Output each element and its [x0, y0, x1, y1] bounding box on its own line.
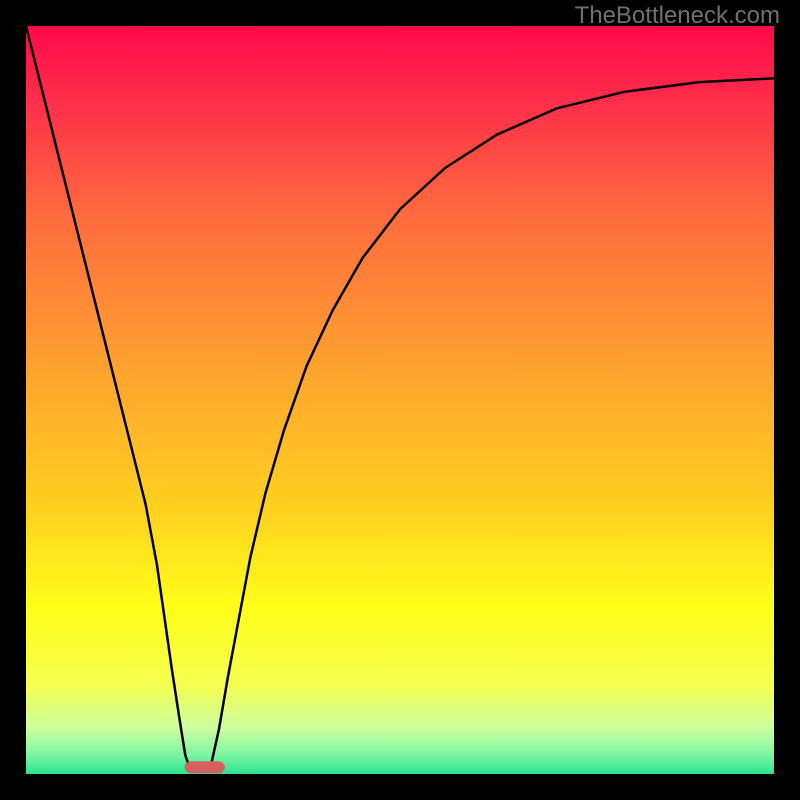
- chart-svg: [26, 26, 774, 774]
- min-marker-pill: [186, 763, 223, 772]
- watermark-text: TheBottleneck.com: [575, 2, 780, 30]
- chart-background-gradient: [26, 26, 774, 774]
- chart-plot-area: [26, 26, 774, 774]
